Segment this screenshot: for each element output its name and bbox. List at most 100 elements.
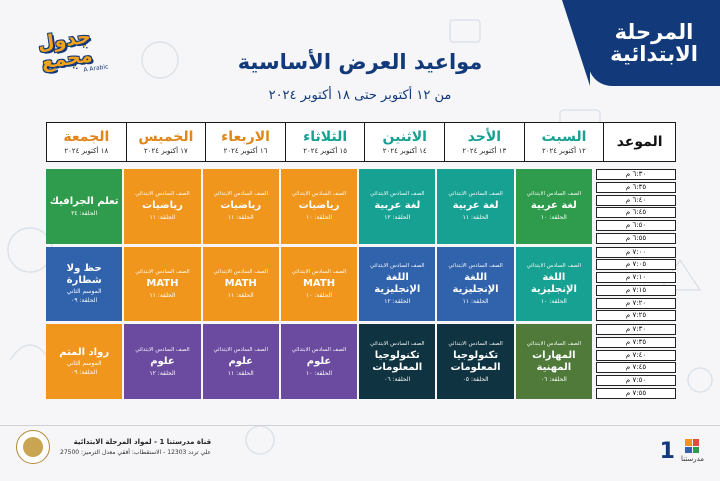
stage-badge: المرحلة الابتدائية [588, 0, 720, 86]
program-cell: الصف السادس الابتدائي المهارات المهنية الح… [515, 324, 592, 399]
time-slot: ٧:١٥ م [596, 284, 676, 296]
program-grade: الصف السادس الابتدائي [213, 346, 268, 353]
program-grade: الصف السادس الابتدائي [370, 191, 425, 198]
page-title: مواعيد العرض الأساسية [237, 50, 483, 74]
day-date: ١٦ أكتوبر ٢٠٢٤ [223, 146, 268, 155]
day-name: الثلاثاء [303, 128, 348, 145]
program-subject: تكنولوجيا المعلومات [372, 349, 423, 373]
channel-logo: مدرستنا 1 [634, 433, 704, 469]
program-grade: الصف السادس الابتدائي [448, 191, 503, 198]
program-subject: المهارات المهنية [532, 349, 576, 373]
program-episode: الحلقة: ١١ [462, 214, 489, 222]
time-group: ٦:٣٠ م ٦:٣٥ م ٦:٤٠ م ٦:٤٥ م ٦:٥٠ م ٦:٥٥ م [596, 169, 676, 244]
header-cell-day: الاربعاء ١٦ أكتوبر ٢٠٢٤ [205, 123, 285, 161]
program-subject: اللغة الإنجليزية [452, 271, 499, 295]
program-subject: MATH [146, 277, 179, 289]
program-cell: الصف السادس الابتدائي لغة عربية الحلقة: ١١ [437, 169, 514, 244]
program-episode: الحلقة: ١٢ [384, 214, 411, 222]
program-grade: الصف السادس الابتدائي [291, 268, 347, 275]
program-episode: الحلقة: ٠٩ [71, 369, 98, 377]
logo-number: 1 [659, 438, 675, 464]
program-episode: الحلقة: ٠٦ [540, 375, 567, 383]
program-grade: الصف السادس الابتدائي [291, 346, 347, 353]
channel-info-line2: علي تردد 12303 - الاستقطاب: أفقي معدل ال… [60, 449, 212, 456]
program-cell: الصف السادس الابتدائي تكنولوجيا المعلومات… [359, 324, 436, 399]
program-cell: الصف السادس الابتدائي MATH الحلقة: ١٠ [280, 246, 358, 322]
program-grade: الصف السادس الابتدائي [448, 262, 503, 269]
program-episode: الحلقة: ٠٩ [71, 297, 98, 305]
program-subject: لغة عربية [530, 200, 577, 212]
program-episode: الحلقة: ١١ [462, 297, 489, 305]
program-cell: الصف السادس الابتدائي MATH الحلقة: ١١ [124, 246, 201, 322]
time-slot: ٧:٤٥ م [596, 362, 676, 374]
program-subject: MATH [224, 277, 257, 289]
day-name: الأحد [467, 128, 502, 145]
schedule-header: الموعد السبت ١٢ أكتوبر ٢٠٢٤ الأحد ١٣ أكتوبر… [46, 122, 676, 162]
program-subject: حظ ولا شطارة [66, 263, 102, 287]
program-episode: الحلقة: ١٠ [540, 297, 567, 305]
program-episode: الحلقة: ٠٥ [462, 375, 489, 383]
time-slot: ٧:٥٥ م [596, 387, 676, 399]
program-subject: رواد المتم [59, 347, 110, 359]
day-name: السبت [541, 128, 587, 145]
time-group: ٧:٠٠ م ٧:٠٥ م ٧:١٠ م ٧:١٥ م ٧:٢٠ م ٧:٢٥ م [596, 246, 676, 322]
time-slot: ٦:٣٥ م [596, 181, 676, 193]
program-season: الموسم الثاني [66, 288, 102, 296]
time-slot: ٧:١٠ م [596, 272, 676, 284]
program-episode: الحلقة: ١١ [227, 369, 254, 377]
program-subject: علوم [150, 355, 175, 367]
time-slot: ٦:٥٥ م [596, 232, 676, 244]
program-subject: رياضيات [298, 200, 340, 212]
time-slot: ٧:٢٥ م [596, 310, 676, 322]
program-cell: حظ ولا شطارة الموسم الثاني الحلقة: ٠٩ [46, 246, 123, 322]
program-cell: الصف السادس الابتدائي لغة عربية الحلقة: ١٢ [359, 169, 436, 244]
program-grade: الصف السادس الابتدائي [526, 262, 582, 269]
program-cell: الصف السادس الابتدائي MATH الحلقة: ١١ [202, 246, 279, 322]
program-grade: الصف السادس الابتدائي [135, 191, 190, 198]
program-grade: الصف السادس الابتدائي [135, 268, 190, 275]
stage-badge-line2: الابتدائية [610, 42, 698, 66]
program-season: الموسم الثاني [66, 360, 102, 368]
program-subject: تكنولوجيا المعلومات [450, 349, 501, 373]
program-subject: رياضيات [142, 200, 183, 212]
program-episode: الحلقة: ١٠ [306, 291, 333, 299]
program-episode: الحلقة: ٣٤ [71, 209, 98, 217]
time-slot: ٧:٥٠ م [596, 375, 676, 387]
program-logo: جدول مجمع A Arabic [17, 22, 115, 84]
program-cell: الصف السادس الابتدائي رياضيات الحلقة: ١٠ [280, 169, 358, 244]
program-grade: الصف السادس الابتدائي [135, 346, 190, 353]
day-name: الاثنين [382, 128, 427, 145]
time-slot: ٦:٤٥ م [596, 207, 676, 219]
program-grade: الصف السادس الابتدائي [448, 340, 503, 347]
program-subject: لغة عربية [374, 200, 421, 212]
day-date: ١٨ أكتوبر ٢٠٢٤ [64, 146, 109, 155]
program-grade: الصف السادس الابتدائي [526, 340, 582, 347]
time-slot: ٧:٣٥ م [596, 336, 676, 348]
program-episode: الحلقة: ١٢ [384, 297, 411, 305]
program-grade: الصف السادس الابتدائي [370, 262, 425, 269]
header-cell-day: الاثنين ١٤ أكتوبر ٢٠٢٤ [364, 123, 444, 161]
footer-info: قناة مدرستنا 1 - لمواد المرحلة الابتدائي… [16, 430, 211, 464]
program-cell: الصف السادس الابتدائي رياضيات الحلقة: ١١ [124, 169, 201, 244]
program-subject: تعلم الجرافيك [49, 195, 119, 207]
program-cell: الصف السادس الابتدائي رياضيات الحلقة: ١١ [202, 169, 279, 244]
program-cell: الصف السادس الابتدائي علوم الحلقة: ١٠ [280, 324, 358, 399]
program-subject: علوم [306, 355, 332, 367]
day-date: ١٧ أكتوبر ٢٠٢٤ [143, 146, 188, 155]
program-grade: الصف السادس الابتدائي [370, 340, 425, 347]
header-time-label: الموعد [616, 133, 663, 150]
program-subject: MATH [302, 277, 336, 289]
page-subtitle: من ١٢ أكتوبر حتى ١٨ أكتوبر ٢٠٢٤ [268, 88, 452, 103]
day-name: الجمعة [63, 128, 110, 145]
program-cell: الصف السادس الابتدائي علوم الحلقة: ١٢ [124, 324, 201, 399]
program-episode: الحلقة: ١٠ [306, 369, 333, 377]
time-slot: ٧:٠٠ م [596, 246, 676, 258]
program-grade: الصف السادس الابتدائي [526, 191, 582, 198]
program-episode: الحلقة: ١١ [149, 291, 176, 299]
program-grade: الصف السادس الابتدائي [291, 191, 347, 198]
header-cell-day: الجمعة ١٨ أكتوبر ٢٠٢٤ [47, 123, 126, 161]
header-cell-time: الموعد [603, 123, 675, 161]
program-cell: الصف السادس الابتدائي تكنولوجيا المعلومات… [437, 324, 514, 399]
day-date: ١٢ أكتوبر ٢٠٢٤ [542, 146, 586, 155]
time-column: ٦:٣٠ م ٦:٣٥ م ٦:٤٠ م ٦:٤٥ م ٦:٥٠ م ٦:٥٥ م ٧:٠٠… [596, 169, 676, 399]
